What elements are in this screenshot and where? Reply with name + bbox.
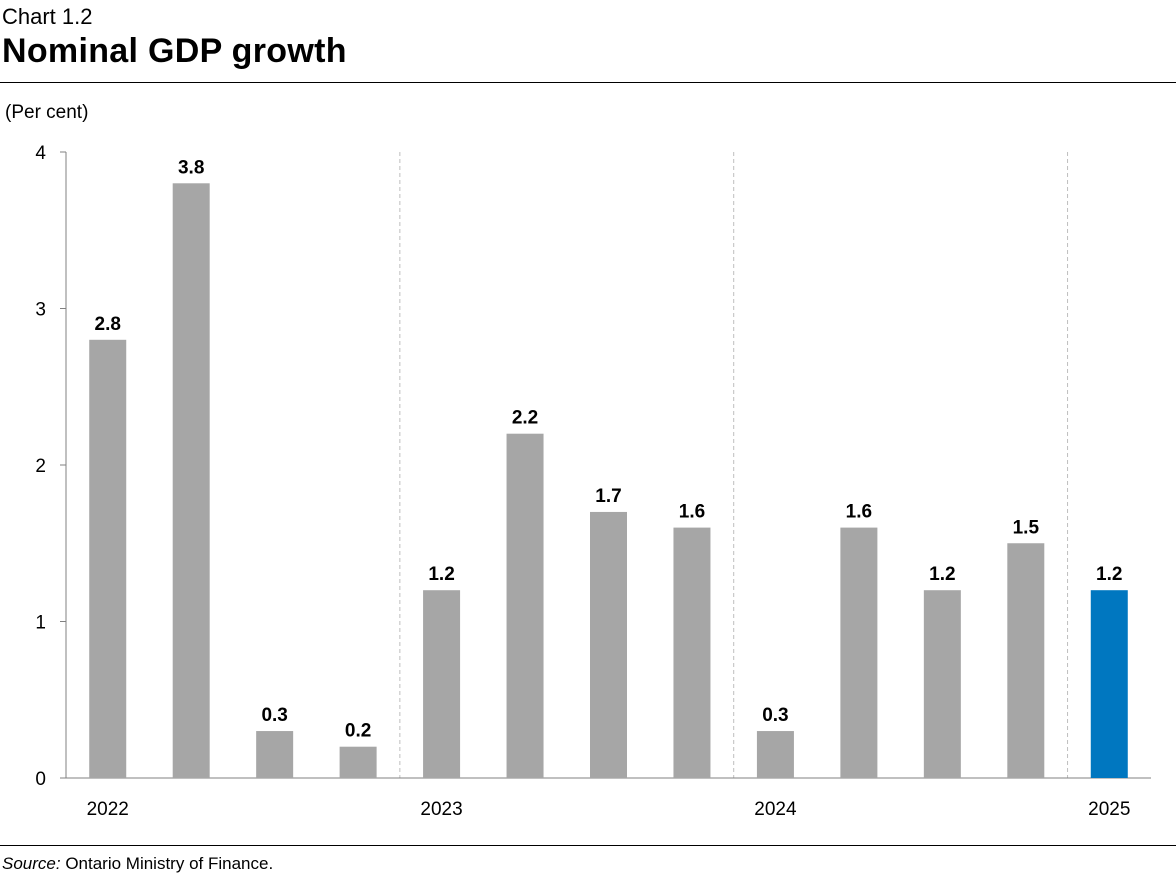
y-tick-label-0: 0 <box>35 769 46 790</box>
data-label-2024Q3: 1.2 <box>929 564 955 585</box>
data-label-2022Q1: 2.8 <box>95 314 121 335</box>
data-label-2023Q4: 1.6 <box>679 502 705 523</box>
data-label-2022Q4: 0.2 <box>345 721 371 742</box>
x-year-label-2025: 2025 <box>1088 799 1130 820</box>
data-label-2022Q3: 0.3 <box>261 705 287 726</box>
y-tick-label-1: 1 <box>35 613 46 634</box>
bar-2022Q2 <box>172 183 210 779</box>
data-label-2024Q4: 1.5 <box>1013 517 1040 538</box>
data-label-2023Q1: 1.2 <box>428 564 454 585</box>
y-tick-label-4: 4 <box>35 143 46 164</box>
bar-2024Q1 <box>756 731 794 778</box>
data-label-2024Q1: 0.3 <box>762 705 788 726</box>
bar-2023Q1 <box>423 590 461 778</box>
bar-2022Q3 <box>256 731 294 778</box>
bar-2022Q1 <box>89 339 127 778</box>
bar-2025Q1 <box>1090 590 1128 778</box>
bar-2023Q4 <box>673 527 711 778</box>
data-label-2024Q2: 1.6 <box>846 502 872 523</box>
chart-number: Chart 1.2 <box>2 4 93 29</box>
footer-rule <box>0 845 1176 846</box>
chart-title: Nominal GDP growth <box>2 32 347 70</box>
x-year-label-2023: 2023 <box>420 799 462 820</box>
data-label-2022Q2: 3.8 <box>178 157 204 178</box>
source-note: Source: Ontario Ministry of Finance. <box>2 854 273 874</box>
source-text: Ontario Ministry of Finance. <box>60 854 274 873</box>
bar-2023Q2 <box>506 433 544 778</box>
y-axis-unit-label: (Per cent) <box>5 102 89 123</box>
y-tick-label-3: 3 <box>35 300 46 321</box>
data-label-2023Q3: 1.7 <box>595 486 621 507</box>
data-label-2025Q1: 1.2 <box>1096 564 1122 585</box>
chart-header: Chart 1.2 Nominal GDP growth <box>0 0 1176 83</box>
source-label: Source: <box>2 854 61 873</box>
bar-2022Q4 <box>339 746 377 778</box>
x-year-label-2024: 2024 <box>754 799 797 820</box>
bar-2023Q3 <box>590 511 627 778</box>
data-label-2023Q2: 2.2 <box>512 408 538 429</box>
y-tick-label-2: 2 <box>35 456 46 477</box>
bar-2024Q2 <box>840 527 878 778</box>
bar-2024Q4 <box>1007 543 1045 778</box>
bar-chart: 0 1 2 3 4 2.8 3.8 0.3 0.2 1.2 2.2 1.7 1.6 0.3 1.6 1.2 1.… <box>35 143 1151 820</box>
x-year-label-2022: 2022 <box>87 799 129 820</box>
bar-2024Q3 <box>923 590 961 778</box>
